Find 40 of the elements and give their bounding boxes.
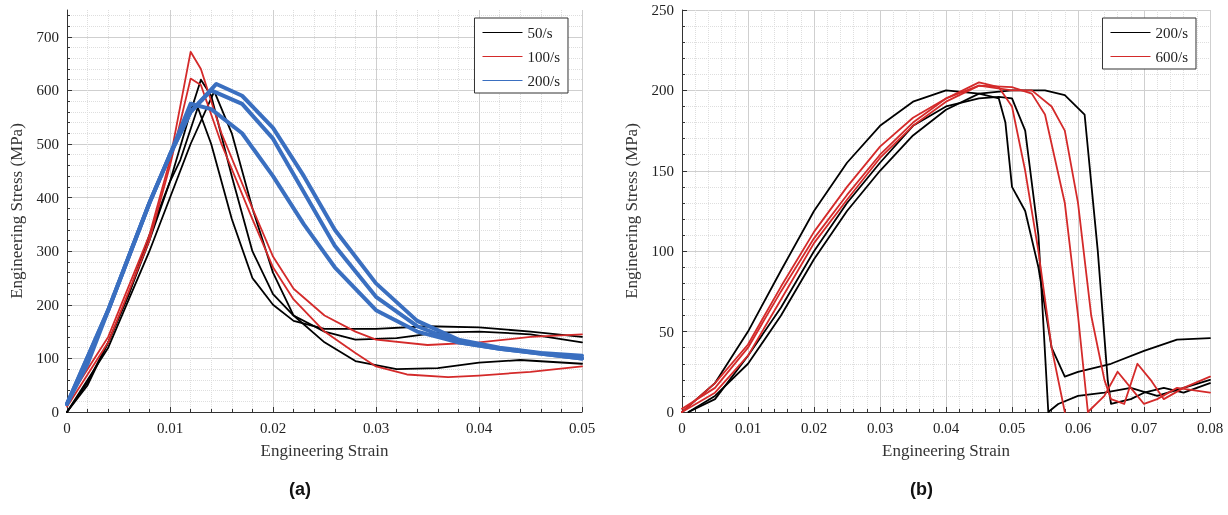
- x-tick-label: 0: [678, 419, 686, 436]
- y-tick-label: 200: [36, 296, 59, 313]
- y-axis-title: Engineering Stress (MPa): [622, 123, 641, 299]
- x-tick-label: 0.01: [734, 419, 762, 436]
- y-tick-label: 500: [36, 136, 59, 152]
- y-tick-label: 250: [651, 2, 674, 18]
- y-tick-label: 300: [36, 243, 59, 260]
- x-tick-label: 0.01: [156, 419, 184, 436]
- x-tick-label: 0.06: [1064, 419, 1092, 436]
- legend-label: 100/s: [527, 48, 561, 65]
- x-tick-label: 0.03: [362, 419, 390, 436]
- text: (a): [289, 479, 312, 499]
- x-tick-label: 0.02: [800, 419, 828, 436]
- y-tick-label: 0: [51, 404, 59, 420]
- x-tick-label: 0.03: [866, 419, 894, 436]
- legend-label: 600/s: [1155, 48, 1189, 65]
- y-tick-label: 700: [36, 28, 59, 45]
- y-tick-label: 200: [651, 82, 674, 99]
- x-tick-label: 0.04: [465, 419, 493, 436]
- legend-label: 200/s: [527, 72, 561, 89]
- x-axis-title: Engineering Strain: [882, 441, 1011, 460]
- x-tick-label: 0: [63, 419, 71, 436]
- y-tick-label: 0: [666, 404, 674, 420]
- x-tick-label: 0.07: [1130, 419, 1158, 436]
- legend-label: 50/s: [527, 24, 553, 41]
- y-tick-label: 150: [651, 162, 674, 179]
- x-tick-label: 0.02: [259, 419, 287, 436]
- x-tick-label: 0.08: [1196, 419, 1224, 436]
- x-axis-title: Engineering Strain: [260, 441, 389, 460]
- y-tick-label: 100: [651, 243, 674, 260]
- x-tick-label: 0.05: [998, 419, 1026, 436]
- x-tick-label: 0.05: [568, 419, 596, 436]
- y-tick-label: 600: [36, 82, 59, 99]
- y-tick-label: 100: [36, 350, 59, 367]
- legend-label: 200/s: [1155, 24, 1189, 41]
- text: (b): [910, 479, 933, 499]
- y-tick-label: 400: [36, 189, 59, 206]
- y-tick-label: 50: [659, 323, 674, 340]
- x-tick-label: 0.04: [932, 419, 960, 436]
- y-axis-title: Engineering Stress (MPa): [7, 123, 26, 299]
